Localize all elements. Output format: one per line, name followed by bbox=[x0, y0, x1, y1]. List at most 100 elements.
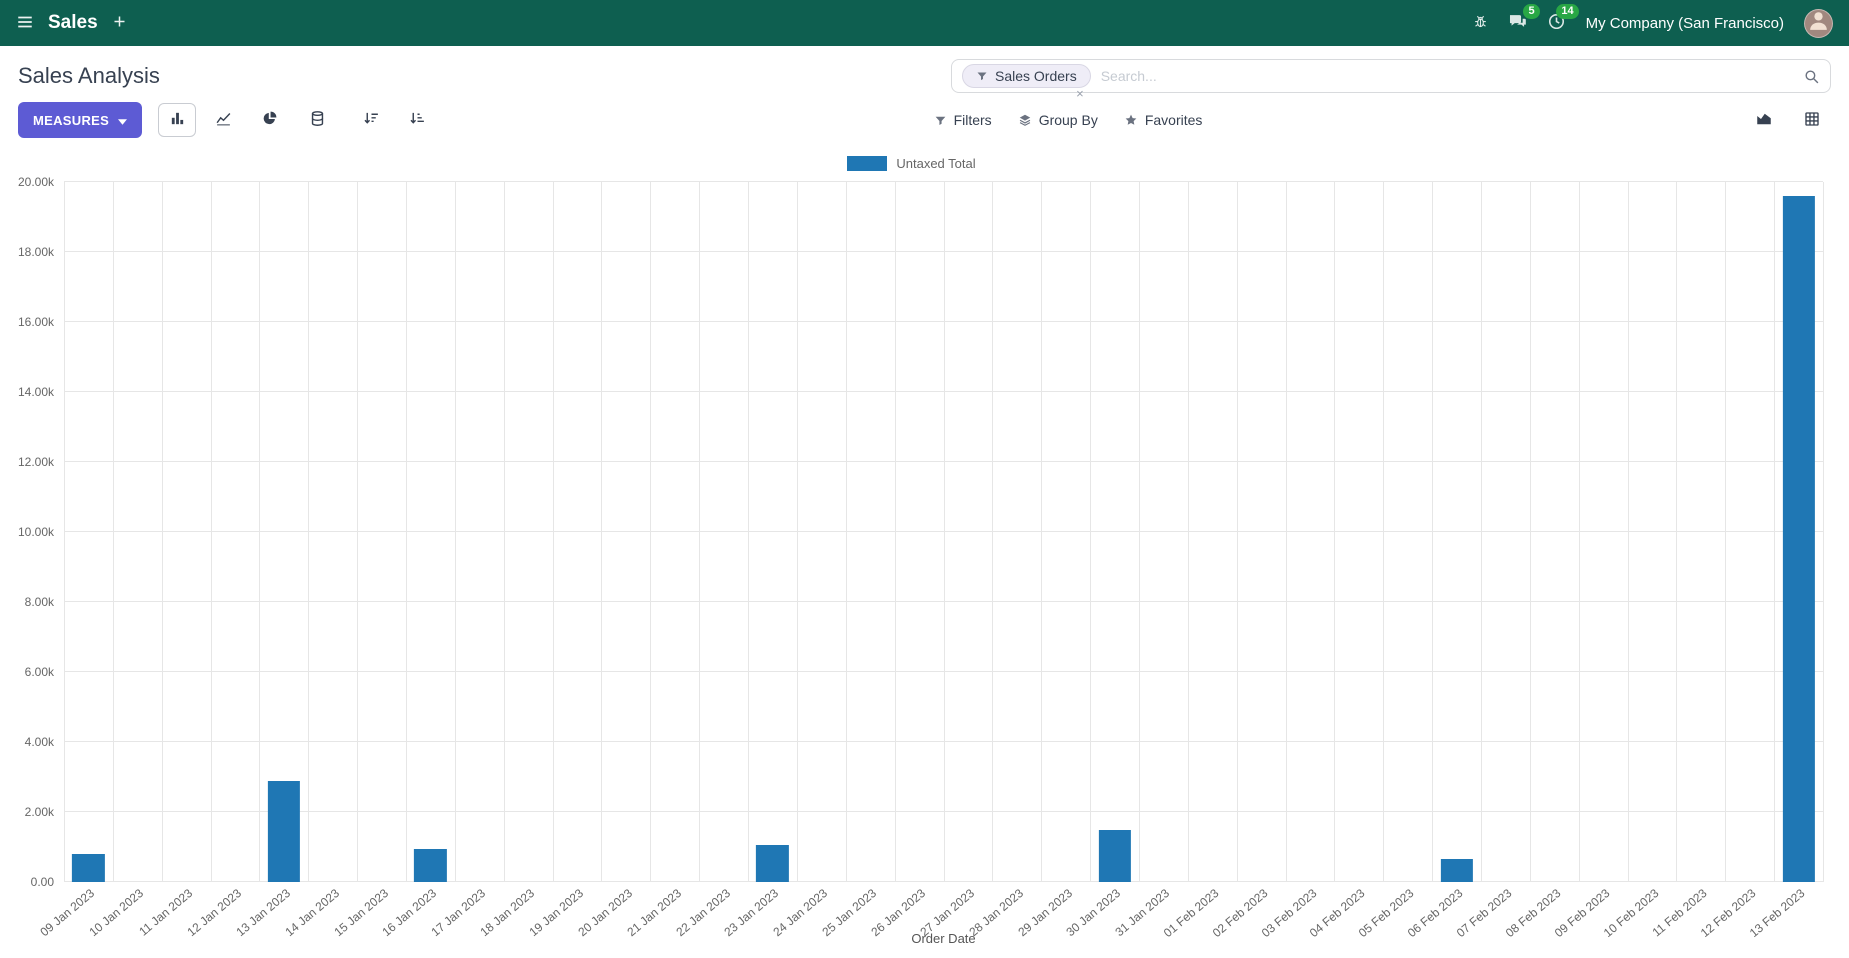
v-gridline bbox=[503, 182, 505, 882]
control-panel-top: Sales Analysis Sales Orders × Search... bbox=[18, 58, 1831, 100]
v-gridline bbox=[552, 182, 554, 882]
line-chart-button[interactable] bbox=[204, 103, 242, 137]
group-by-button[interactable]: Group By bbox=[1018, 112, 1098, 128]
sort-group bbox=[352, 103, 436, 137]
sort-descending-button[interactable] bbox=[352, 103, 390, 137]
v-gridline bbox=[650, 182, 652, 882]
graph-view-button[interactable] bbox=[1745, 103, 1783, 137]
v-gridline bbox=[601, 182, 603, 882]
bar[interactable] bbox=[267, 780, 300, 882]
v-gridline bbox=[992, 182, 994, 882]
stacked-toggle-button[interactable] bbox=[298, 103, 336, 137]
person-icon bbox=[1806, 10, 1831, 37]
v-gridline bbox=[210, 182, 212, 882]
plus-icon bbox=[112, 14, 127, 32]
debug-button[interactable] bbox=[1473, 14, 1488, 32]
plot-column: 09 Jan 2023 10 Jan 2023 11 Jan 2023 12 Jan … bbox=[38, 181, 1824, 948]
bar[interactable] bbox=[1440, 859, 1473, 882]
v-gridline bbox=[1041, 182, 1043, 882]
chat-icon bbox=[1508, 12, 1527, 34]
plot-area bbox=[64, 181, 1824, 882]
v-gridline bbox=[1187, 182, 1189, 882]
facet-label: Sales Orders bbox=[995, 68, 1077, 84]
y-tick-label: 14.00k bbox=[17, 385, 54, 399]
company-switcher[interactable]: My Company (San Francisco) bbox=[1585, 14, 1784, 32]
y-tick-label: 0.00 bbox=[30, 875, 54, 889]
star-icon bbox=[1124, 113, 1138, 127]
v-gridline bbox=[1383, 182, 1385, 882]
bar[interactable] bbox=[1782, 196, 1815, 882]
bar[interactable] bbox=[72, 854, 105, 882]
app-name[interactable]: Sales bbox=[48, 12, 98, 33]
bug-icon bbox=[1473, 14, 1488, 32]
chart-legend[interactable]: Untaxed Total bbox=[0, 144, 1823, 182]
chevron-down-icon bbox=[118, 113, 128, 128]
v-gridline bbox=[1285, 182, 1287, 882]
control-panel-bottom: MEASURES bbox=[18, 102, 1831, 138]
hamburger-icon bbox=[16, 13, 34, 34]
apps-menu-button[interactable] bbox=[16, 13, 34, 34]
legend-label: Untaxed Total bbox=[896, 155, 976, 171]
v-gridline bbox=[1334, 182, 1336, 882]
v-gridline bbox=[845, 182, 847, 882]
search-bar[interactable]: Sales Orders × Search... bbox=[951, 59, 1831, 100]
bar-chart-button[interactable] bbox=[158, 103, 197, 137]
legend-swatch bbox=[847, 155, 888, 171]
search-placeholder: Search... bbox=[1100, 68, 1157, 84]
chart-area: Untaxed Total 0.00 2.00k 4.00k 6.00k 8.00k 10… bbox=[0, 144, 1849, 958]
new-window-button[interactable] bbox=[112, 14, 127, 32]
favorites-button[interactable]: Favorites bbox=[1124, 112, 1203, 128]
search-icon[interactable] bbox=[1803, 68, 1820, 85]
database-icon bbox=[309, 110, 326, 130]
chart-type-group bbox=[158, 103, 288, 137]
control-panel: Sales Analysis Sales Orders × Search... bbox=[0, 46, 1849, 144]
v-gridline bbox=[748, 182, 750, 882]
v-gridline bbox=[1578, 182, 1580, 882]
sort-amount-desc-icon bbox=[363, 110, 380, 130]
v-gridline bbox=[1823, 182, 1824, 882]
v-gridline bbox=[1627, 182, 1629, 882]
v-gridline bbox=[259, 182, 261, 882]
bar[interactable] bbox=[756, 845, 789, 882]
v-gridline bbox=[308, 182, 310, 882]
x-axis: 09 Jan 2023 10 Jan 2023 11 Jan 2023 12 Jan … bbox=[38, 882, 1823, 940]
y-tick-label: 2.00k bbox=[24, 805, 54, 819]
v-gridline bbox=[161, 182, 163, 882]
v-gridline bbox=[1236, 182, 1238, 882]
pivot-view-button[interactable] bbox=[1793, 103, 1831, 137]
v-gridline bbox=[1432, 182, 1434, 882]
page-title: Sales Analysis bbox=[18, 63, 160, 88]
navbar-right: 5 14 My Company (San Francisco) bbox=[1473, 4, 1833, 38]
favorites-label: Favorites bbox=[1144, 112, 1203, 128]
clock-icon bbox=[1547, 12, 1566, 34]
view-switcher bbox=[1745, 103, 1831, 137]
funnel-icon bbox=[976, 70, 988, 82]
messages-button[interactable]: 5 bbox=[1508, 4, 1540, 34]
filter-icon bbox=[934, 114, 947, 127]
filters-button[interactable]: Filters bbox=[934, 112, 992, 128]
sort-ascending-button[interactable] bbox=[398, 103, 436, 137]
bar[interactable] bbox=[1098, 829, 1131, 882]
view-tools: MEASURES bbox=[18, 102, 934, 138]
y-tick-label: 4.00k bbox=[24, 735, 54, 749]
pie-chart-button[interactable] bbox=[250, 103, 288, 137]
v-gridline bbox=[64, 182, 65, 882]
bar-chart-icon bbox=[169, 110, 186, 130]
facet-remove-icon[interactable]: × bbox=[1076, 86, 1084, 101]
bar[interactable] bbox=[414, 848, 447, 882]
v-gridline bbox=[112, 182, 114, 882]
v-gridline bbox=[1529, 182, 1531, 882]
y-tick-label: 6.00k bbox=[24, 665, 54, 679]
top-navbar: Sales 5 14 bbox=[0, 0, 1849, 46]
v-gridline bbox=[894, 182, 896, 882]
user-avatar[interactable] bbox=[1804, 8, 1833, 38]
search-facet[interactable]: Sales Orders × bbox=[962, 64, 1091, 100]
y-tick-label: 10.00k bbox=[17, 525, 54, 539]
measures-button[interactable]: MEASURES bbox=[18, 102, 143, 138]
y-axis: 0.00 2.00k 4.00k 6.00k 8.00k 10.00k 12.00k 14.0… bbox=[0, 175, 64, 889]
y-tick-label: 16.00k bbox=[17, 315, 54, 329]
activities-button[interactable]: 14 bbox=[1547, 4, 1579, 34]
v-gridline bbox=[796, 182, 798, 882]
layers-icon bbox=[1018, 113, 1032, 127]
